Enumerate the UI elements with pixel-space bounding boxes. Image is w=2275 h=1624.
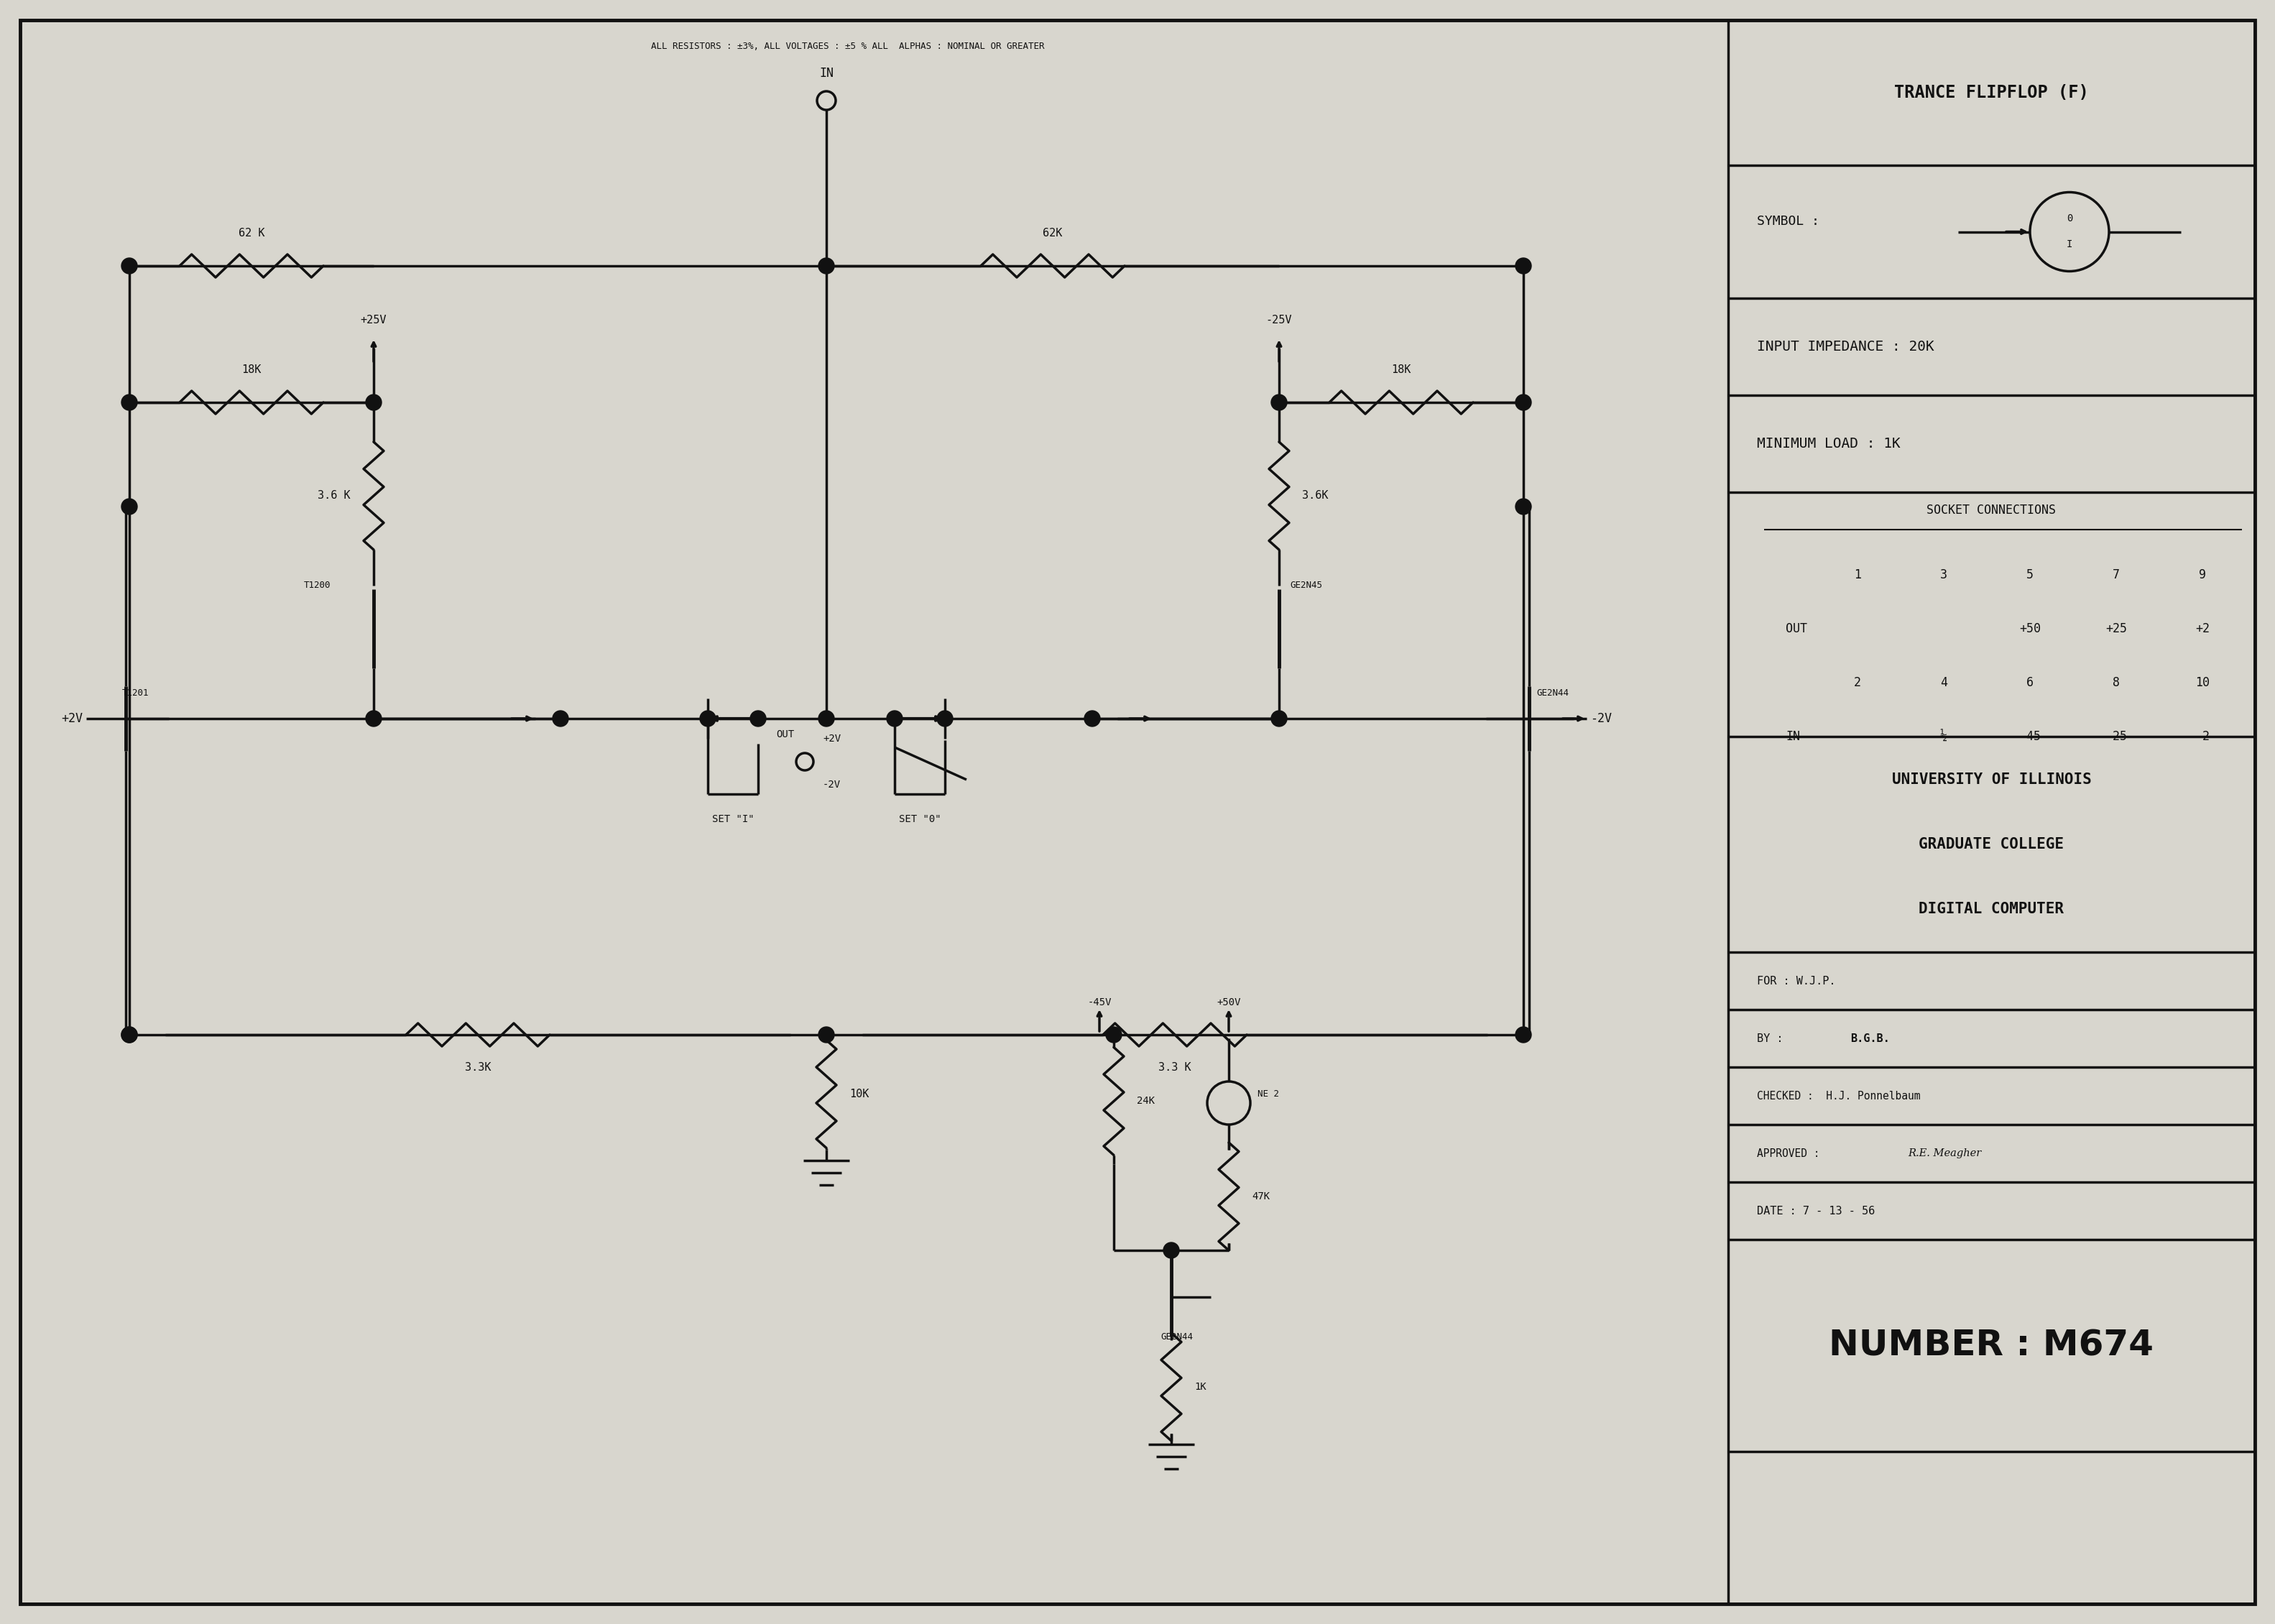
Text: IN: IN <box>1786 731 1800 744</box>
Text: SET "I": SET "I" <box>712 814 753 825</box>
Text: 9: 9 <box>2200 568 2207 581</box>
Text: 10K: 10K <box>849 1088 869 1099</box>
Text: 8: 8 <box>2113 676 2120 689</box>
Circle shape <box>1085 711 1101 726</box>
Text: APPROVED :: APPROVED : <box>1756 1148 1831 1158</box>
Text: 62 K: 62 K <box>239 227 264 239</box>
Text: GE2N44: GE2N44 <box>1536 689 1570 698</box>
Text: 7: 7 <box>2113 568 2120 581</box>
Circle shape <box>1515 395 1531 411</box>
Text: CHECKED :  H.J. Ponnelbaum: CHECKED : H.J. Ponnelbaum <box>1756 1090 1920 1101</box>
Text: IN: IN <box>819 67 833 80</box>
Text: +2V: +2V <box>61 711 82 724</box>
Text: 18K: 18K <box>241 364 262 375</box>
Circle shape <box>701 711 717 726</box>
Text: -2V: -2V <box>1590 711 1611 724</box>
Text: SOCKET CONNECTIONS: SOCKET CONNECTIONS <box>1927 503 2057 516</box>
Text: -2V: -2V <box>824 780 842 789</box>
Circle shape <box>366 711 382 726</box>
Text: +50V: +50V <box>1217 997 1240 1007</box>
Text: +50: +50 <box>2020 622 2041 635</box>
Text: R.E. Meagher: R.E. Meagher <box>1909 1148 1982 1158</box>
Text: T1200: T1200 <box>303 581 330 590</box>
Circle shape <box>121 395 136 411</box>
Text: B.G.B.: B.G.B. <box>1850 1033 1891 1044</box>
Text: +2: +2 <box>2195 622 2209 635</box>
Circle shape <box>1163 1242 1178 1259</box>
Text: T1201: T1201 <box>123 689 150 698</box>
Circle shape <box>121 499 136 515</box>
Text: 6: 6 <box>2027 676 2034 689</box>
Text: -25: -25 <box>2104 731 2127 744</box>
Text: TRANCE FLIPFLOP (F): TRANCE FLIPFLOP (F) <box>1895 84 2088 101</box>
Text: 47K: 47K <box>1251 1192 1269 1202</box>
Circle shape <box>887 711 903 726</box>
Circle shape <box>366 395 382 411</box>
Circle shape <box>1515 1026 1531 1043</box>
Circle shape <box>819 711 835 726</box>
Text: 24K: 24K <box>1138 1096 1156 1106</box>
Text: INPUT IMPEDANCE : 20K: INPUT IMPEDANCE : 20K <box>1756 339 1934 354</box>
Text: 0: 0 <box>2066 214 2073 224</box>
Text: BY :: BY : <box>1756 1033 1790 1044</box>
Text: MINIMUM LOAD : 1K: MINIMUM LOAD : 1K <box>1756 437 1900 450</box>
Circle shape <box>796 754 814 770</box>
Text: FOR : W.J.P.: FOR : W.J.P. <box>1756 976 1836 986</box>
Text: 62K: 62K <box>1042 227 1062 239</box>
Circle shape <box>1272 711 1288 726</box>
Circle shape <box>937 711 953 726</box>
Text: 2: 2 <box>1854 676 1861 689</box>
Circle shape <box>819 258 835 274</box>
Text: 10: 10 <box>2195 676 2209 689</box>
Circle shape <box>121 1026 136 1043</box>
Text: NUMBER : M674: NUMBER : M674 <box>1829 1328 2154 1363</box>
Text: -45V: -45V <box>1087 997 1112 1007</box>
Text: DATE : 7 - 13 - 56: DATE : 7 - 13 - 56 <box>1756 1205 1875 1216</box>
Text: I: I <box>2066 240 2073 250</box>
Text: -25V: -25V <box>1265 315 1292 325</box>
Text: GRADUATE COLLEGE: GRADUATE COLLEGE <box>1918 836 2063 851</box>
Text: 5: 5 <box>2027 568 2034 581</box>
Text: OUT: OUT <box>1786 622 1806 635</box>
Text: OUT: OUT <box>776 729 794 739</box>
Circle shape <box>121 258 136 274</box>
Text: SET "0": SET "0" <box>899 814 942 825</box>
Circle shape <box>1515 499 1531 515</box>
Circle shape <box>1515 258 1531 274</box>
Text: GE2N45: GE2N45 <box>1290 581 1322 590</box>
Text: +2V: +2V <box>824 734 842 744</box>
Text: -2: -2 <box>2195 731 2209 744</box>
Text: NE 2: NE 2 <box>1258 1090 1279 1099</box>
Circle shape <box>817 91 835 110</box>
Circle shape <box>121 1026 136 1043</box>
Circle shape <box>819 1026 835 1043</box>
Text: DIGITAL COMPUTER: DIGITAL COMPUTER <box>1918 901 2063 916</box>
Circle shape <box>2029 192 2109 271</box>
Text: 3.6K: 3.6K <box>1301 490 1329 502</box>
Text: SYMBOL :: SYMBOL : <box>1756 214 1820 227</box>
Text: 3: 3 <box>1941 568 1947 581</box>
Circle shape <box>751 711 767 726</box>
Text: -45: -45 <box>2020 731 2041 744</box>
Circle shape <box>553 711 569 726</box>
Text: 1K: 1K <box>1194 1382 1206 1392</box>
Text: ALL RESISTORS : ±3%, ALL VOLTAGES : ±5 % ALL  ALPHAS : NOMINAL OR GREATER: ALL RESISTORS : ±3%, ALL VOLTAGES : ±5 %… <box>651 42 1044 52</box>
Circle shape <box>1106 1026 1122 1043</box>
Circle shape <box>1208 1082 1251 1124</box>
Text: 3.3 K: 3.3 K <box>1158 1062 1192 1073</box>
Text: 3.6 K: 3.6 K <box>319 490 350 502</box>
Text: 1: 1 <box>1854 568 1861 581</box>
Text: 18K: 18K <box>1392 364 1410 375</box>
Circle shape <box>1272 395 1288 411</box>
Text: UNIVERSITY OF ILLINOIS: UNIVERSITY OF ILLINOIS <box>1893 773 2091 788</box>
Text: ½: ½ <box>1941 731 1947 744</box>
Text: GE2N44: GE2N44 <box>1160 1332 1192 1341</box>
Text: +25V: +25V <box>359 315 387 325</box>
Text: +25: +25 <box>2104 622 2127 635</box>
Text: 4: 4 <box>1941 676 1947 689</box>
Text: 3.3K: 3.3K <box>464 1062 491 1073</box>
